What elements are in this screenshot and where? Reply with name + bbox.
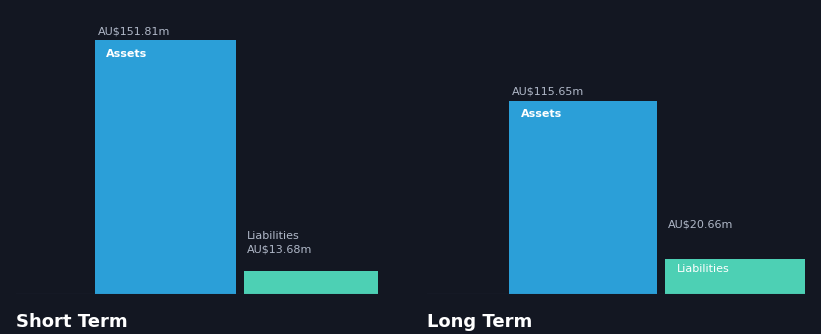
Text: AU$115.65m: AU$115.65m — [512, 87, 585, 97]
Bar — [509, 101, 657, 294]
Text: Long Term: Long Term — [427, 313, 532, 331]
Text: Short Term: Short Term — [16, 313, 128, 331]
Text: Liabilities: Liabilities — [247, 231, 300, 241]
Text: AU$151.81m: AU$151.81m — [98, 26, 171, 36]
Bar — [95, 40, 236, 294]
Text: AU$20.66m: AU$20.66m — [668, 219, 734, 229]
Text: AU$13.68m: AU$13.68m — [247, 244, 313, 255]
Bar — [665, 260, 805, 294]
Text: Liabilities: Liabilities — [677, 265, 729, 275]
Text: Assets: Assets — [106, 49, 147, 59]
Bar — [244, 271, 378, 294]
Text: Assets: Assets — [521, 109, 562, 119]
